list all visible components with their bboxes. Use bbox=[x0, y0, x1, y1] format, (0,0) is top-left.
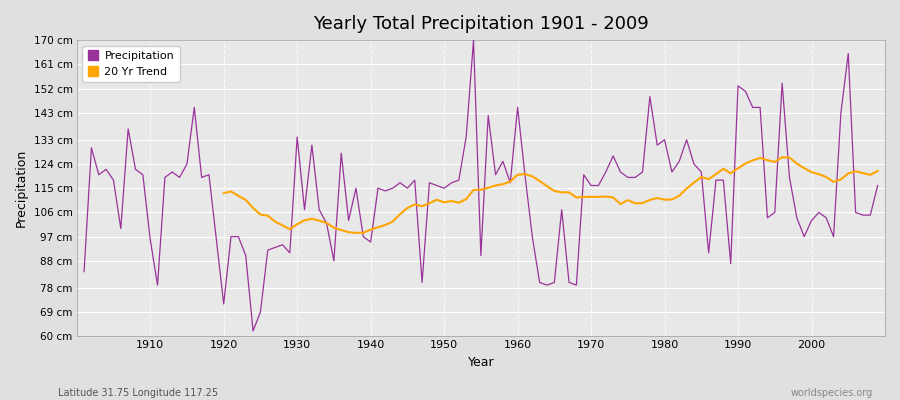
Y-axis label: Precipitation: Precipitation bbox=[15, 149, 28, 227]
Title: Yearly Total Precipitation 1901 - 2009: Yearly Total Precipitation 1901 - 2009 bbox=[313, 15, 649, 33]
Legend: Precipitation, 20 Yr Trend: Precipitation, 20 Yr Trend bbox=[82, 46, 180, 82]
Text: worldspecies.org: worldspecies.org bbox=[791, 388, 873, 398]
X-axis label: Year: Year bbox=[467, 356, 494, 369]
Text: Latitude 31.75 Longitude 117.25: Latitude 31.75 Longitude 117.25 bbox=[58, 388, 219, 398]
